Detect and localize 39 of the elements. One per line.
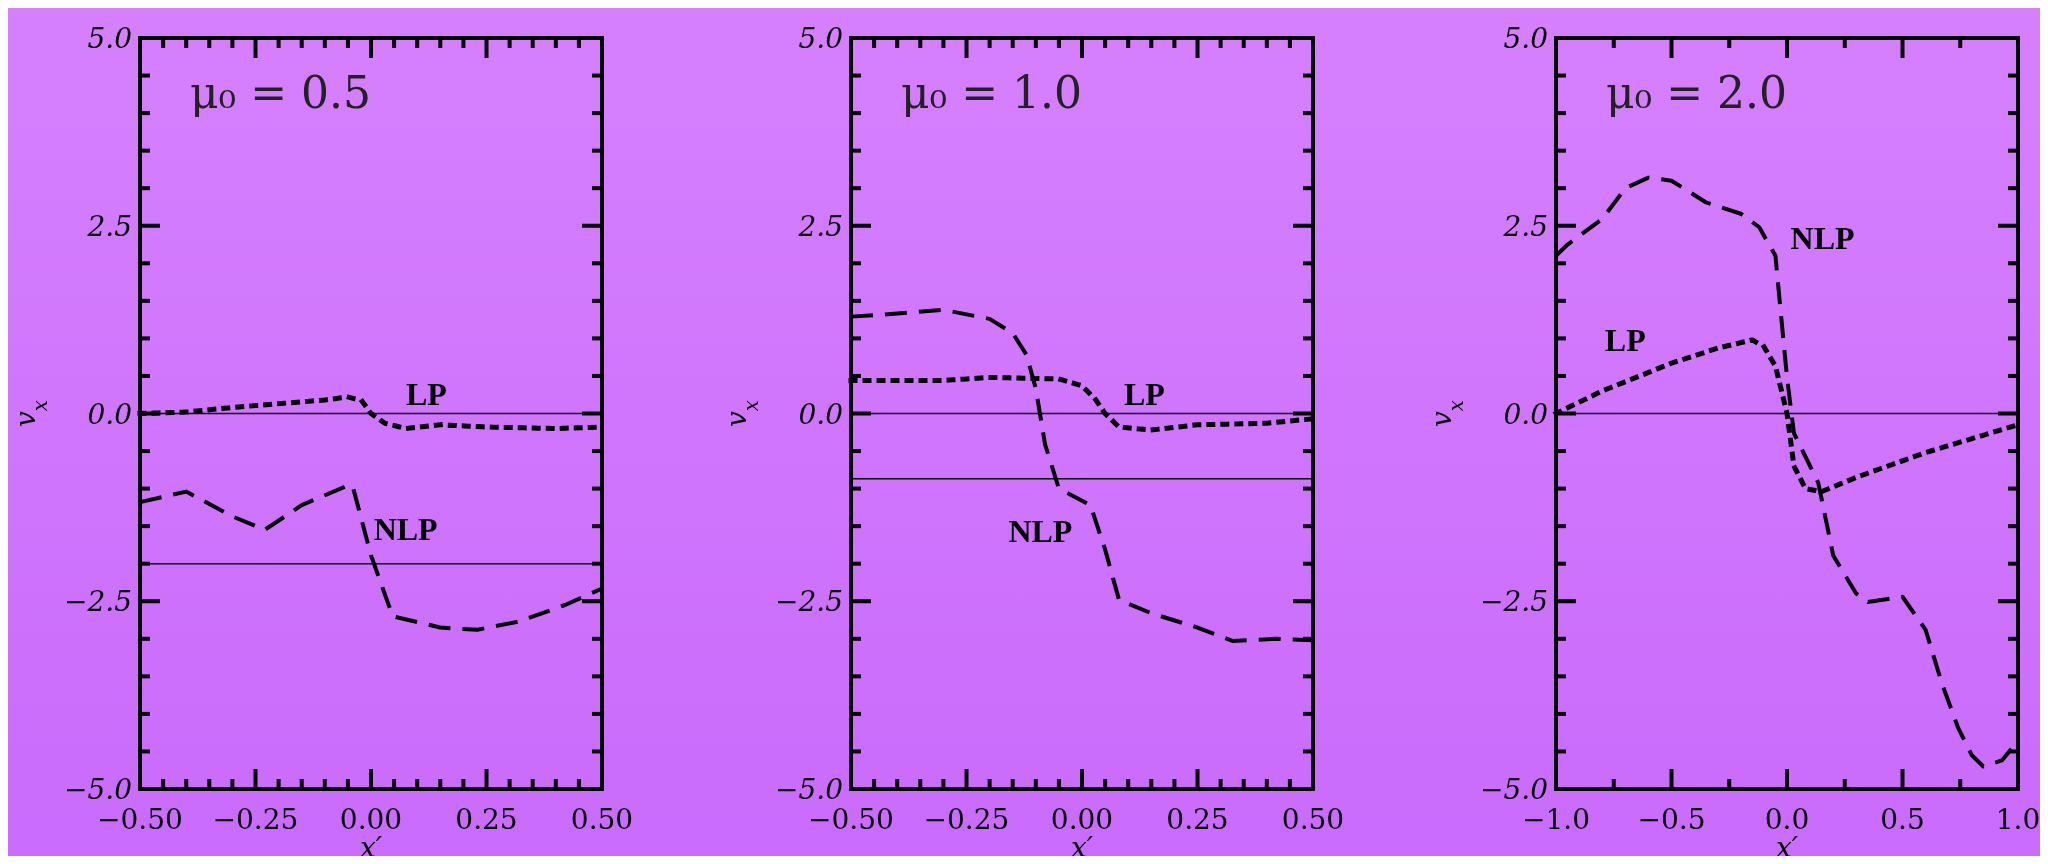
series-label: NLP [373,510,438,547]
text: μ₀ = 2.0 [1606,67,1788,118]
x-tick-label: 0.25 [455,803,518,836]
y-tick-label: 2.5 [797,209,843,243]
x-tick-label: 0.25 [1166,803,1229,836]
y-tick-label: 0.0 [1503,397,1548,431]
y-tick-label: −5.0 [1480,773,1548,806]
x-tick-label: 0.00 [1050,803,1114,836]
x-tick-label: 0.00 [339,803,403,836]
text: μ₀ = 0.5 [190,67,372,118]
x-tick-label: 0.50 [570,803,634,836]
x-tick-label: −0.50 [808,803,894,836]
y-tick-label: 2.5 [86,209,132,243]
x-tick-label: 0.50 [1281,803,1345,836]
x-tick-label: 0.0 [1764,803,1810,836]
x-tick-label: 0.5 [1880,803,1925,836]
y-tick-label: 5.0 [87,22,132,55]
x-tick-label: −0.25 [212,803,299,836]
x-tick-label: −0.50 [97,803,183,836]
y-tick-label: −2.5 [775,585,843,619]
y-tick-label: −2.5 [64,585,132,619]
x-tick-label: 1.0 [1995,803,2041,836]
series-label: NLP [1790,219,1855,256]
y-tick-label: 0.0 [798,397,843,431]
series-label: LP [405,375,447,412]
y-tick-label: −5.0 [64,773,132,806]
x-tick-label: −1.0 [1522,803,1590,836]
x-tick-label: −0.5 [1637,803,1706,836]
y-tick-label: −5.0 [775,773,843,806]
y-tick-label: 0.0 [87,397,132,431]
text: μ₀ = 1.0 [901,67,1083,118]
series-label: LP [1604,322,1646,359]
x-tick-label: −0.25 [923,803,1010,836]
y-tick-label: 5.0 [798,22,843,55]
series-label: LP [1123,375,1165,412]
y-tick-label: −2.5 [1480,585,1548,619]
y-tick-label: 2.5 [1502,209,1548,243]
y-tick-label: 5.0 [1503,22,1548,55]
series-label: NLP [1008,513,1073,550]
